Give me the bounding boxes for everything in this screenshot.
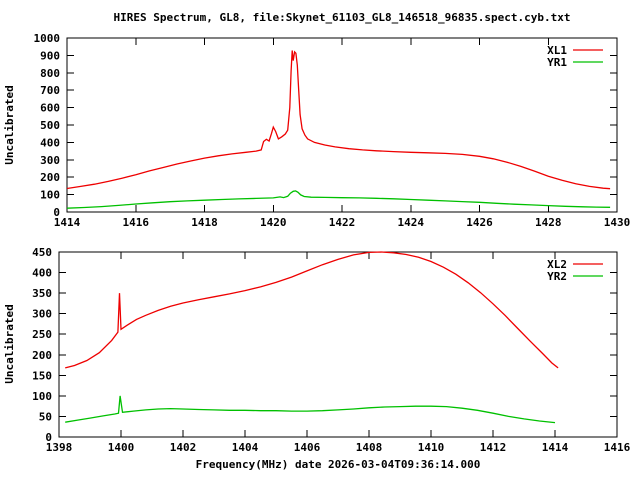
legend-label-XL2: XL2 <box>547 258 567 271</box>
y-tick-label: 200 <box>40 171 60 184</box>
y-tick-label: 150 <box>32 369 52 382</box>
y-tick-label: 400 <box>40 136 60 149</box>
y-tick-label: 900 <box>40 49 60 62</box>
x-tick-label: 1430 <box>604 216 631 229</box>
y-tick-label: 350 <box>32 287 52 300</box>
x-tick-label: 1406 <box>294 441 321 454</box>
series-YR1-line <box>66 190 611 209</box>
y-tick-label: 300 <box>40 154 60 167</box>
x-tick-label: 1416 <box>604 441 631 454</box>
x-tick-label: 1408 <box>356 441 383 454</box>
x-tick-label: 1424 <box>398 216 425 229</box>
top-y-axis-label: Uncalibrated <box>3 85 16 164</box>
x-tick-label: 1412 <box>480 441 507 454</box>
x-tick-label: 1416 <box>123 216 150 229</box>
series-XL2-line <box>65 251 559 369</box>
top-spectrum-plot: 1414 1416 1418 1420 1422 1424 1426 1428 1430 0 100… <box>34 32 631 229</box>
x-tick-label: 1414 <box>54 216 81 229</box>
y-tick-label: 500 <box>40 119 60 132</box>
y-tick-label: 0 <box>45 431 52 444</box>
legend-label-YR1: YR1 <box>547 56 567 69</box>
chart-title: HIRES Spectrum, GL8, file:Skynet_61103_G… <box>114 11 571 24</box>
plot-areas: 1414 1416 1418 1420 1422 1424 1426 1428 1430 0 100… <box>32 32 630 454</box>
top-spectrum-axes <box>66 37 618 213</box>
x-tick-label: 1398 <box>46 441 73 454</box>
bottom-spectrum-axes <box>58 251 618 438</box>
y-tick-label: 50 <box>39 410 52 423</box>
x-tick-label: 1420 <box>260 216 287 229</box>
x-tick-label: 1404 <box>232 441 259 454</box>
y-tick-label: 200 <box>32 349 52 362</box>
y-tick-label: 300 <box>32 308 52 321</box>
y-tick-label: 400 <box>32 267 52 280</box>
x-tick-label: 1428 <box>535 216 562 229</box>
y-tick-label: 450 <box>32 246 52 259</box>
x-tick-label: 1402 <box>170 441 197 454</box>
y-tick-label: 0 <box>53 206 60 219</box>
x-tick-label: 1426 <box>466 216 493 229</box>
legend-label-XL1: XL1 <box>547 44 567 57</box>
y-tick-label: 600 <box>40 102 60 115</box>
x-tick-label: 1410 <box>418 441 445 454</box>
x-tick-label: 1414 <box>542 441 569 454</box>
x-tick-label: 1422 <box>329 216 356 229</box>
y-tick-label: 250 <box>32 328 52 341</box>
x-axis-label: Frequency(MHz) date 2026-03-04T09:36:14.… <box>196 458 481 471</box>
bottom-spectrum-tick-labels: 1398 1400 1402 1404 1406 1408 1410 1412 1414 1416… <box>32 246 630 454</box>
series-XL1-line <box>66 50 611 190</box>
x-tick-label: 1418 <box>191 216 218 229</box>
y-tick-label: 800 <box>40 67 60 80</box>
y-tick-label: 100 <box>40 189 60 202</box>
y-tick-label: 100 <box>32 390 52 403</box>
series-YR2-line <box>65 395 556 424</box>
y-tick-label: 700 <box>40 84 60 97</box>
top-spectrum-tick-labels: 1414 1416 1418 1420 1422 1424 1426 1428 1430 0 100… <box>34 32 631 229</box>
x-tick-label: 1400 <box>108 441 135 454</box>
y-tick-label: 1000 <box>34 32 61 45</box>
bottom-y-axis-label: Uncalibrated <box>3 304 16 383</box>
bottom-spectrum-plot: 1398 1400 1402 1404 1406 1408 1410 1412 1414 1416… <box>32 246 630 454</box>
legend-label-YR2: YR2 <box>547 270 567 283</box>
